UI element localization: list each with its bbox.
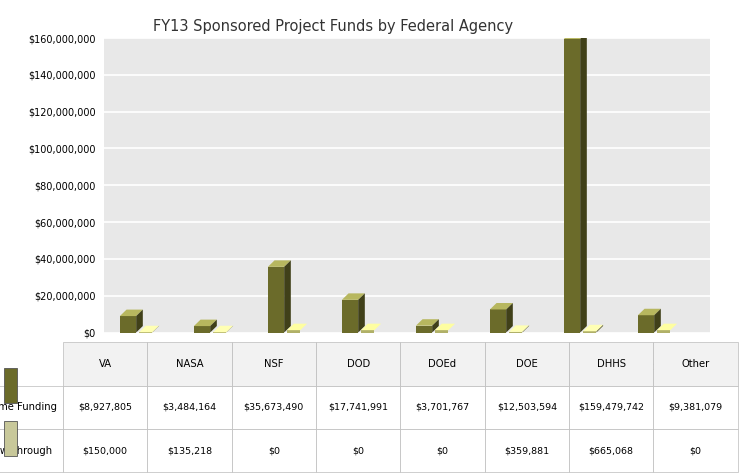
Polygon shape — [358, 294, 365, 332]
Polygon shape — [213, 326, 233, 332]
Polygon shape — [596, 325, 603, 332]
Polygon shape — [152, 326, 159, 332]
Polygon shape — [287, 330, 300, 332]
Polygon shape — [506, 303, 513, 332]
Text: FY13 Sponsored Project Funds by Federal Agency: FY13 Sponsored Project Funds by Federal … — [153, 19, 513, 34]
Polygon shape — [583, 331, 596, 332]
Bar — [4, 368, 17, 403]
Polygon shape — [564, 32, 587, 39]
Polygon shape — [435, 323, 455, 330]
Polygon shape — [342, 300, 358, 332]
Polygon shape — [361, 330, 374, 332]
Polygon shape — [654, 309, 661, 332]
Polygon shape — [580, 32, 587, 332]
Polygon shape — [268, 267, 284, 332]
Polygon shape — [522, 325, 529, 332]
Polygon shape — [136, 310, 143, 332]
Polygon shape — [139, 326, 159, 332]
Polygon shape — [509, 325, 529, 332]
Polygon shape — [210, 320, 217, 332]
Polygon shape — [194, 320, 217, 326]
Polygon shape — [657, 330, 670, 332]
Polygon shape — [435, 330, 448, 332]
Polygon shape — [638, 315, 654, 332]
Polygon shape — [416, 319, 439, 326]
Polygon shape — [342, 294, 365, 300]
Polygon shape — [226, 326, 233, 332]
Polygon shape — [284, 260, 291, 332]
Polygon shape — [490, 310, 506, 332]
Polygon shape — [490, 303, 513, 310]
Polygon shape — [120, 316, 136, 332]
Polygon shape — [657, 323, 677, 330]
Polygon shape — [564, 39, 580, 332]
Polygon shape — [416, 326, 432, 332]
Polygon shape — [432, 319, 439, 332]
Polygon shape — [361, 323, 381, 330]
Polygon shape — [120, 310, 143, 316]
Bar — [4, 421, 17, 456]
Polygon shape — [194, 326, 210, 332]
Polygon shape — [268, 260, 291, 267]
Polygon shape — [583, 325, 603, 331]
Polygon shape — [287, 323, 307, 330]
Polygon shape — [638, 309, 661, 315]
